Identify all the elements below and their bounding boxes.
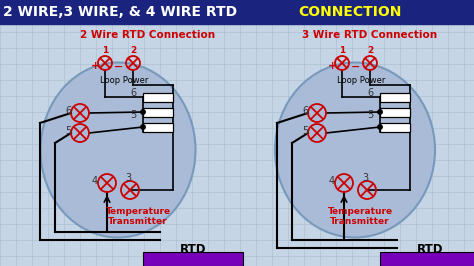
- Ellipse shape: [40, 63, 195, 238]
- Text: Temperature
Transmitter: Temperature Transmitter: [105, 207, 171, 226]
- Bar: [380, 93, 410, 102]
- Text: 4: 4: [329, 176, 335, 186]
- Text: 3: 3: [125, 173, 131, 183]
- Text: 5: 5: [302, 126, 308, 136]
- Text: 2: 2: [130, 46, 136, 55]
- Text: RTD: RTD: [417, 243, 443, 256]
- Text: Loop Power: Loop Power: [337, 76, 385, 85]
- Text: CONNECTION: CONNECTION: [298, 5, 401, 19]
- Bar: [380, 107, 410, 117]
- Text: 6: 6: [367, 88, 373, 98]
- Circle shape: [378, 125, 382, 129]
- Bar: [143, 252, 243, 266]
- Text: 6: 6: [302, 106, 308, 116]
- Ellipse shape: [275, 63, 435, 238]
- Bar: [380, 252, 474, 266]
- Text: 4: 4: [92, 176, 98, 186]
- Text: −: −: [351, 62, 361, 72]
- Text: 1: 1: [102, 46, 108, 55]
- Bar: [0, 0, 474, 24]
- Text: Temperature
Transmitter: Temperature Transmitter: [328, 207, 392, 226]
- Text: RTD: RTD: [180, 243, 206, 256]
- Text: 5: 5: [130, 110, 136, 120]
- Text: 5: 5: [367, 110, 373, 120]
- Circle shape: [378, 110, 382, 114]
- Text: 5: 5: [65, 126, 71, 136]
- Bar: [143, 123, 173, 131]
- Circle shape: [141, 125, 145, 129]
- Circle shape: [141, 110, 145, 114]
- Text: 2: 2: [367, 46, 373, 55]
- Bar: [143, 107, 173, 117]
- Text: 3 Wire RTD Connection: 3 Wire RTD Connection: [302, 30, 438, 40]
- Text: 2 Wire RTD Connection: 2 Wire RTD Connection: [81, 30, 216, 40]
- Text: 3: 3: [362, 173, 368, 183]
- Text: 6: 6: [65, 106, 71, 116]
- Text: 2 WIRE,3 WIRE, & 4 WIRE RTD: 2 WIRE,3 WIRE, & 4 WIRE RTD: [3, 5, 242, 19]
- Text: Loop Power: Loop Power: [100, 76, 148, 85]
- Bar: [380, 123, 410, 131]
- Text: 6: 6: [130, 88, 136, 98]
- Text: −: −: [114, 62, 124, 72]
- Text: +: +: [328, 61, 337, 71]
- Text: 1: 1: [339, 46, 345, 55]
- Bar: [143, 93, 173, 102]
- Text: +: +: [91, 61, 100, 71]
